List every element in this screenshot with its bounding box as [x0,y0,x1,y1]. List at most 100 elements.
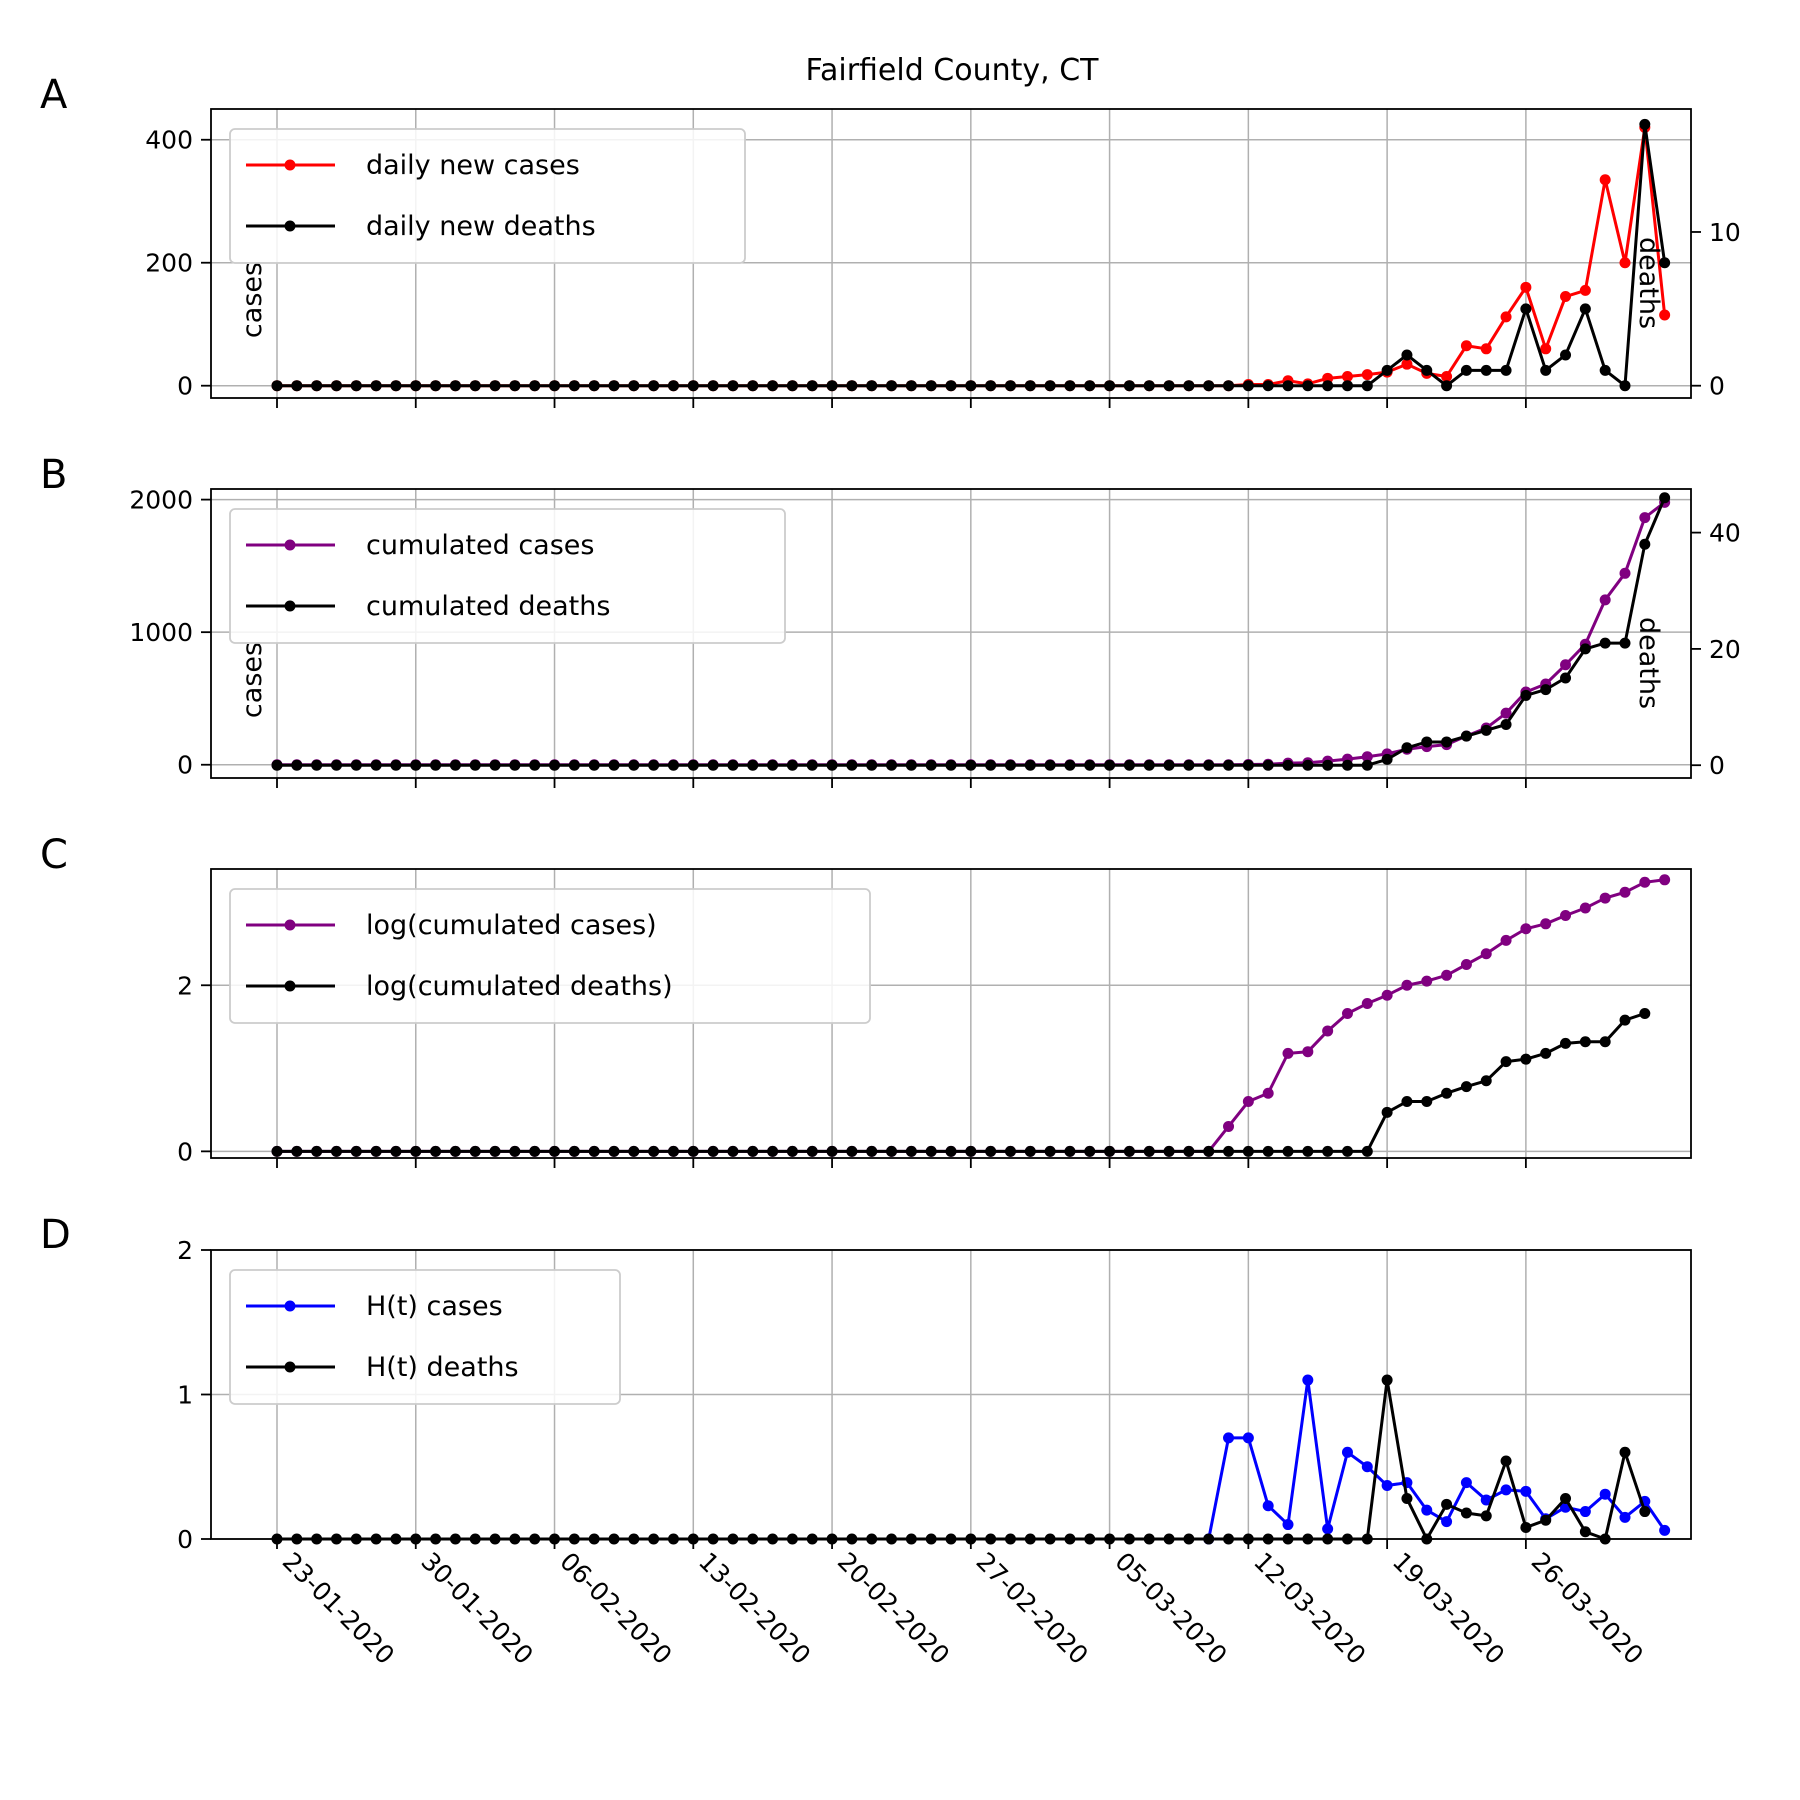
data-point [1024,380,1036,392]
data-point [747,759,759,771]
data-point [1282,1047,1294,1059]
legend-label: daily new cases [366,150,580,181]
data-point [628,1145,640,1157]
legend-swatch-marker [284,1300,296,1312]
data-point [1441,736,1453,748]
data-point [965,1145,977,1157]
data-point [1441,1498,1453,1510]
data-point [291,759,303,771]
data-point [390,759,402,771]
data-point [1520,689,1532,701]
data-point [846,759,858,771]
data-point [1480,1075,1492,1087]
data-point [1341,370,1353,382]
data-point [1599,1488,1611,1500]
data-point [707,380,719,392]
right-y-tick-label: 10 [1709,218,1741,247]
data-point [469,1145,481,1157]
data-point [1361,1145,1373,1157]
data-point [1441,380,1453,392]
data-point [866,380,878,392]
data-point [905,380,917,392]
data-point [846,1145,858,1157]
data-point [1401,742,1413,754]
data-point [1639,538,1651,550]
data-point [965,380,977,392]
data-point [370,380,382,392]
y-tick-label: 0 [177,1525,193,1554]
data-point [1322,1145,1334,1157]
data-point [945,1145,957,1157]
data-point [667,380,679,392]
data-point [449,380,461,392]
data-point [1540,684,1552,696]
data-point [648,759,660,771]
data-point [1223,1145,1235,1157]
data-point [1421,1504,1433,1516]
panel-letter: B [40,452,67,498]
y-tick-label: 2 [177,971,193,1000]
data-point [1044,759,1056,771]
data-point [1401,358,1413,370]
data-point [1064,1145,1076,1157]
data-point [1500,364,1512,376]
x-tick-label: 06-02-2020 [554,1547,677,1670]
data-point [1203,759,1215,771]
data-point [1223,759,1235,771]
data-point [1579,643,1591,655]
data-point [886,380,898,392]
data-point [410,759,422,771]
data-point [1500,934,1512,946]
data-point [1044,380,1056,392]
data-point [1341,759,1353,771]
data-point [1223,380,1235,392]
data-point [1579,1506,1591,1518]
panel-letter: A [40,72,68,118]
data-point [1024,1145,1036,1157]
legend-swatch-marker [284,539,296,551]
data-point [1143,759,1155,771]
data-point [1381,989,1393,1001]
data-point [1460,340,1472,352]
data-point [1441,1516,1453,1528]
data-point [1163,759,1175,771]
data-point [370,759,382,771]
data-point [1560,291,1572,303]
data-point [1143,380,1155,392]
data-point [1441,969,1453,981]
data-point [588,759,600,771]
legend-swatch-marker [284,220,296,232]
data-point [1480,1510,1492,1522]
data-point [1361,998,1373,1010]
data-point [985,759,997,771]
panel-c: 0 2 log(cumulated cases) log(cumulated deat… [40,832,1692,1168]
data-point [806,380,818,392]
y-tick-label: 2000 [129,486,193,515]
panel-letter: C [40,832,68,878]
data-point [1520,1053,1532,1065]
data-point [1659,492,1671,504]
data-point [1084,380,1096,392]
data-point [1460,1507,1472,1519]
data-point [1361,759,1373,771]
x-tick-label: 26-03-2020 [1526,1547,1649,1670]
x-tick-label: 05-03-2020 [1109,1547,1232,1670]
data-point [529,1145,541,1157]
data-point [311,380,323,392]
x-tick-label: 23-01-2020 [277,1547,400,1670]
data-point [608,380,620,392]
data-point [1520,923,1532,935]
data-point [1163,380,1175,392]
data-point [1560,659,1572,671]
data-point [1262,380,1274,392]
data-point [687,1145,699,1157]
data-point [1064,759,1076,771]
data-point [747,1145,759,1157]
legend-swatch-marker [284,980,296,992]
data-point [1104,759,1116,771]
data-point [1560,1037,1572,1049]
data-point [1361,369,1373,381]
legend-label: cumulated cases [366,530,594,561]
data-point [767,1145,779,1157]
data-point [1223,1120,1235,1132]
